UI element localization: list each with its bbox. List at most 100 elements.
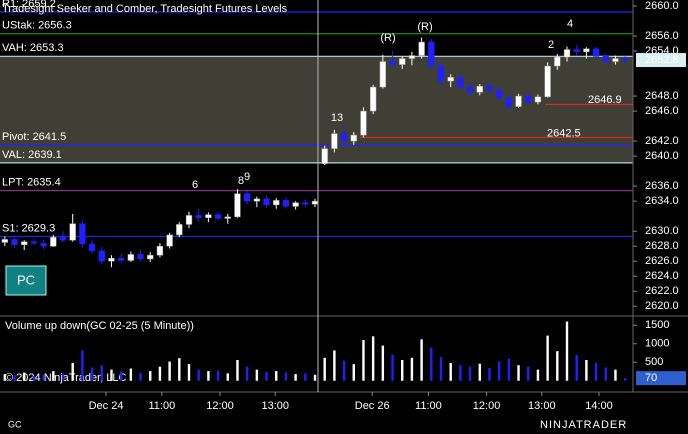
annotation: 4 <box>567 18 573 30</box>
candle-body <box>476 86 483 93</box>
session-level-label: 2642.5 <box>547 127 581 139</box>
candle-body <box>389 61 396 65</box>
volume-bar <box>430 347 433 381</box>
x-tick-label: 12:00 <box>473 400 501 412</box>
volume-bar <box>284 372 288 381</box>
volume-bar <box>381 345 385 381</box>
candle-body <box>592 48 600 57</box>
volume-bar <box>439 357 443 381</box>
volume-bar <box>401 360 404 381</box>
candle-body <box>273 200 280 206</box>
volume-y-tick-label: 1000 <box>645 338 669 350</box>
volume-bar <box>323 357 326 381</box>
volume-bar <box>255 369 259 381</box>
candle-body <box>379 61 387 88</box>
x-tick-label: 12:00 <box>206 400 234 412</box>
annotation: 9 <box>244 171 250 183</box>
x-tick-label: Dec 24 <box>89 400 124 412</box>
candle-body <box>185 215 193 225</box>
volume-bar <box>197 369 200 381</box>
volume-bar <box>100 365 103 381</box>
candle-body <box>563 49 571 58</box>
volume-bar <box>468 366 472 381</box>
volume-bar <box>352 364 355 381</box>
candle-body <box>40 242 47 247</box>
volume-bar <box>90 367 94 381</box>
candle-body <box>621 58 629 61</box>
candle-body <box>50 236 57 247</box>
candle-body <box>437 65 445 82</box>
candle-body <box>282 200 290 207</box>
candle-body <box>466 86 474 93</box>
volume-bar <box>304 373 307 381</box>
volume-bar <box>245 366 249 381</box>
candle-body <box>98 250 105 262</box>
volume-bar <box>517 365 520 381</box>
candle-body <box>534 96 542 103</box>
volume-last-box <box>636 371 686 386</box>
candle-body <box>127 254 135 261</box>
volume-bar <box>294 374 297 381</box>
pc-button-label[interactable]: PC <box>17 272 35 287</box>
candle-body <box>88 243 96 251</box>
volume-title: Volume up down(GC 02-25 (5 Minute)) <box>5 320 194 332</box>
y-tick-label: 2620.0 <box>645 300 679 312</box>
annotation: (R) <box>380 32 395 44</box>
y-tick-label: 2634.0 <box>645 195 679 207</box>
candle-body <box>1 239 9 243</box>
pc-button[interactable]: PC <box>5 265 47 296</box>
pc-button-box[interactable] <box>5 265 47 296</box>
plot-back <box>0 11 633 238</box>
volume-bar <box>604 367 607 381</box>
candle-body <box>340 133 348 142</box>
candle-body <box>583 48 590 53</box>
logo: NINJATRADER <box>540 419 627 431</box>
candle-body <box>292 202 299 207</box>
volume-bar <box>3 374 7 381</box>
y-tick-label: 2640.0 <box>645 150 679 162</box>
volume-y-tick-label: 500 <box>645 356 663 368</box>
volume-bar <box>594 362 598 381</box>
volume-bar <box>536 369 540 381</box>
candle-body <box>108 257 115 262</box>
annotation: 8 <box>238 175 244 187</box>
candle-body <box>117 257 125 261</box>
volume-bar <box>623 378 627 381</box>
volume-bar <box>556 351 559 381</box>
y-tick-label: 2626.0 <box>645 255 679 267</box>
volume-bar <box>236 360 239 381</box>
candle-body <box>369 86 377 112</box>
x-tick-label: 13:00 <box>261 400 289 412</box>
candle-body <box>428 41 435 67</box>
volume-y-tick-label: 1500 <box>645 319 669 331</box>
candle-body <box>21 241 28 245</box>
volume-bar <box>187 364 191 381</box>
candle-body <box>30 241 38 244</box>
candle-body <box>205 214 212 218</box>
annotation: 13 <box>331 112 343 124</box>
y-tick-label: 2630.0 <box>645 225 679 237</box>
volume-bar <box>342 360 346 381</box>
candle-body <box>350 134 357 142</box>
last-price-label: 2652.8 <box>645 54 679 66</box>
volume-bar <box>478 363 481 381</box>
candle-body <box>79 223 86 245</box>
volume-bar <box>391 354 394 381</box>
volume-bar <box>110 369 113 381</box>
candle-body <box>602 56 609 62</box>
candle-body <box>408 55 416 59</box>
volume-bar <box>216 370 220 381</box>
last-price-box <box>636 53 686 68</box>
candle-body <box>447 77 454 82</box>
candle-body <box>544 65 551 98</box>
volume-bar <box>527 366 530 381</box>
volume-bar <box>265 371 268 381</box>
y-tick-label: 2624.0 <box>645 270 679 282</box>
annotation: (R) <box>417 21 432 33</box>
volume-bar <box>410 357 414 381</box>
volume-bar <box>168 361 171 381</box>
candle-body <box>495 89 503 98</box>
volume-bar <box>371 336 375 381</box>
candle-body <box>515 95 522 107</box>
x-tick-label: 11:00 <box>415 400 442 412</box>
